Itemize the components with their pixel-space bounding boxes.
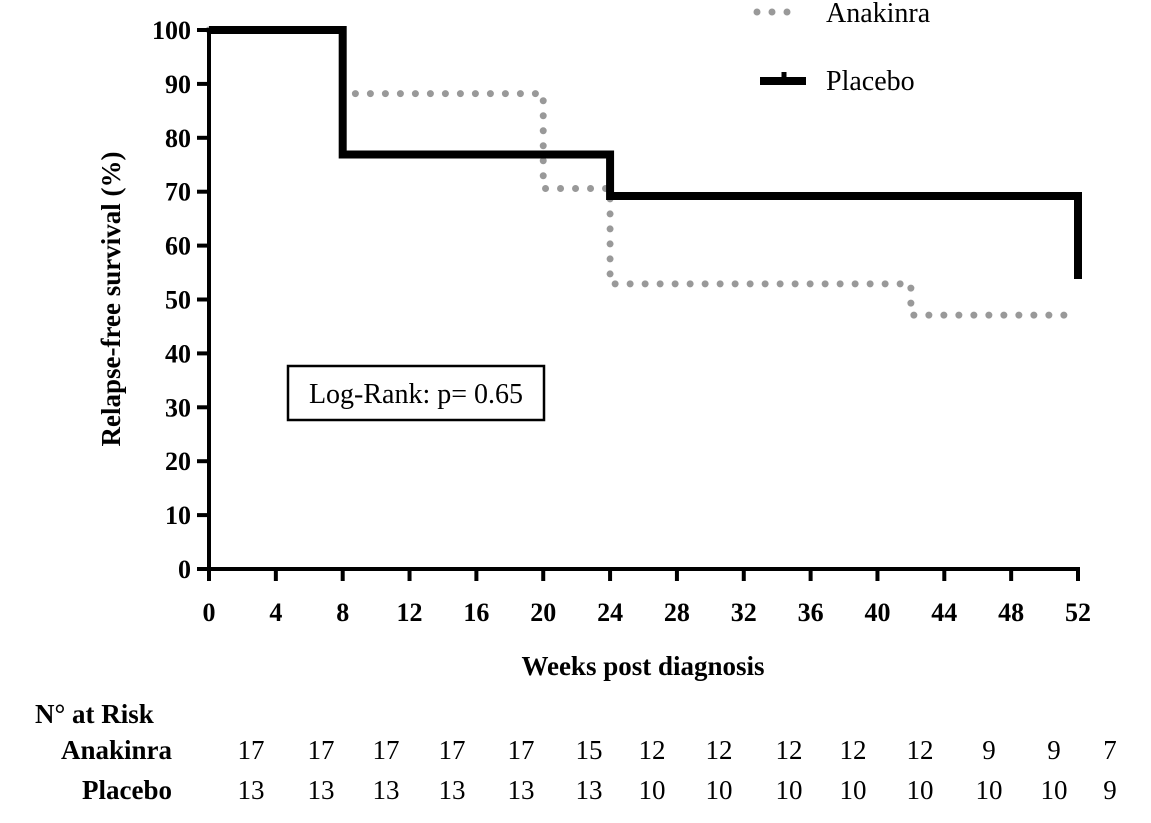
x-tick-label: 32	[731, 598, 757, 627]
legend-item-placebo: Placebo	[760, 66, 915, 97]
y-axis-title: Relapse-free survival (%)	[96, 152, 126, 447]
risk-cell-anakinra: 12	[840, 735, 867, 765]
risk-cell-placebo: 9	[1103, 775, 1117, 805]
x-tick-label: 44	[931, 598, 957, 627]
y-tick-label: 50	[165, 286, 191, 315]
y-tick-label: 30	[165, 393, 191, 422]
risk-cell-placebo: 10	[706, 775, 733, 805]
x-tick-label: 4	[269, 598, 282, 627]
risk-cell-anakinra: 12	[907, 735, 934, 765]
risk-cell-anakinra: 17	[373, 735, 400, 765]
risk-cell-anakinra: 9	[1047, 735, 1061, 765]
risk-cell-placebo: 13	[439, 775, 466, 805]
y-tick-label: 90	[165, 70, 191, 99]
log-rank-annotation: Log-Rank: p= 0.65	[309, 379, 523, 410]
risk-table: N° at Risk Anakinra Placebo 17 17 17 17 17 15…	[35, 699, 1117, 805]
y-tick-label: 20	[165, 447, 191, 476]
y-tick-label: 100	[152, 16, 191, 45]
risk-cell-placebo: 10	[976, 775, 1003, 805]
y-tick-label: 80	[165, 124, 191, 153]
x-tick-label: 24	[597, 598, 623, 627]
risk-cell-anakinra: 17	[508, 735, 535, 765]
x-tick-label: 8	[336, 598, 349, 627]
risk-cell-placebo: 10	[907, 775, 934, 805]
x-tick-label: 12	[397, 598, 423, 627]
y-tick-label: 70	[165, 178, 191, 207]
x-axis-title: Weeks post diagnosis	[521, 651, 764, 681]
x-tick-label: 48	[998, 598, 1024, 627]
annotation-frame	[286, 364, 546, 422]
risk-cell-placebo: 10	[1041, 775, 1068, 805]
risk-cell-placebo: 13	[508, 775, 535, 805]
risk-cell-placebo: 10	[840, 775, 867, 805]
risk-cell-anakinra: 17	[238, 735, 265, 765]
axes	[207, 28, 1080, 571]
risk-cell-anakinra: 17	[439, 735, 466, 765]
x-tick-label: 52	[1065, 598, 1091, 627]
risk-cell-placebo: 10	[776, 775, 803, 805]
risk-table-title: N° at Risk	[35, 699, 154, 729]
x-tick-label: 36	[798, 598, 824, 627]
legend-label-placebo: Placebo	[826, 66, 915, 97]
risk-cell-placebo: 13	[576, 775, 603, 805]
risk-cell-anakinra: 15	[576, 735, 603, 765]
x-tick-label: 28	[664, 598, 690, 627]
risk-cell-anakinra: 9	[982, 735, 996, 765]
risk-cell-anakinra: 12	[706, 735, 733, 765]
legend-label-anakinra: Anakinra	[826, 0, 931, 29]
risk-cell-placebo: 13	[373, 775, 400, 805]
risk-cell-anakinra: 12	[639, 735, 666, 765]
axis-ticks: 0 4 8 12 16 20 24 28 32 36 40 44 48 52010203040506070…	[152, 16, 1091, 627]
plot-area	[205, 26, 1082, 319]
series-line-placebo	[209, 26, 1082, 280]
x-tick-label: 40	[864, 598, 890, 627]
risk-cell-anakinra: 12	[776, 735, 803, 765]
risk-cell-placebo: 13	[238, 775, 265, 805]
risk-row-label-placebo: Placebo	[82, 775, 172, 805]
y-tick-label: 0	[178, 555, 191, 584]
annotation-box: Log-Rank: p= 0.65	[286, 364, 546, 422]
x-tick-label: 16	[463, 598, 489, 627]
risk-cell-anakinra: 7	[1103, 735, 1117, 765]
legend-item-anakinra: Anakinra	[753, 0, 931, 29]
legend: Anakinra Placebo	[753, 0, 931, 97]
x-tick-label: 20	[530, 598, 556, 627]
y-tick-label: 40	[165, 339, 191, 368]
risk-cell-placebo: 10	[639, 775, 666, 805]
risk-row-label-anakinra: Anakinra	[61, 735, 173, 765]
y-tick-label: 10	[165, 501, 191, 530]
x-tick-label: 0	[203, 598, 216, 627]
risk-cell-anakinra: 17	[308, 735, 335, 765]
y-tick-label: 60	[165, 232, 191, 261]
risk-cell-placebo: 13	[308, 775, 335, 805]
